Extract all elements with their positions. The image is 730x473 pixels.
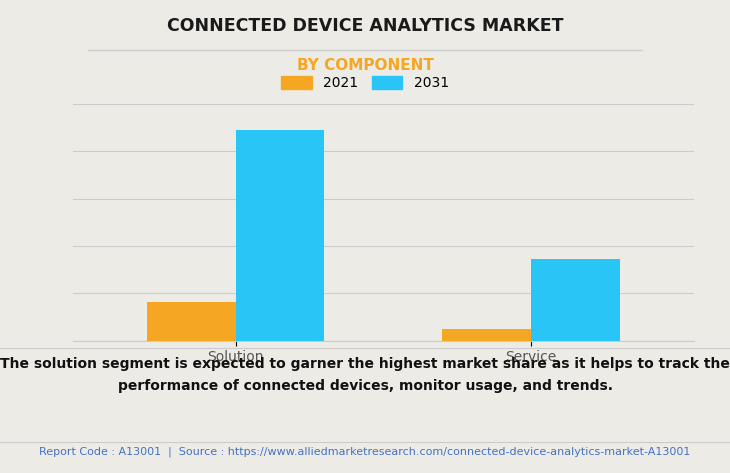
Text: Report Code : A13001  |  Source : https://www.alliedmarketresearch.com/connected: Report Code : A13001 | Source : https://… [39, 447, 691, 457]
Text: CONNECTED DEVICE ANALYTICS MARKET: CONNECTED DEVICE ANALYTICS MARKET [166, 17, 564, 35]
Text: The solution segment is expected to garner the highest market share as it helps : The solution segment is expected to garn… [0, 357, 730, 393]
Bar [147, 302, 236, 341]
Bar [442, 329, 531, 341]
Bar [531, 259, 620, 341]
Legend: 2021, 2031: 2021, 2031 [281, 76, 449, 90]
Text: BY COMPONENT: BY COMPONENT [296, 58, 434, 73]
Bar [236, 130, 324, 341]
